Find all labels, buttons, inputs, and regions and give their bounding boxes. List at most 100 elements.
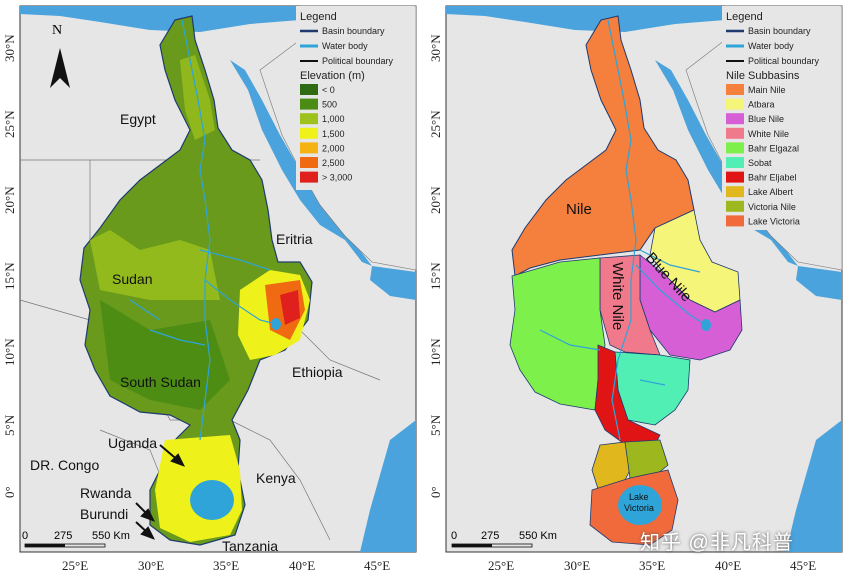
subbasin-swatch-list: Main Nile Atbara Blue Nile White Nile Bahr E… (726, 84, 800, 227)
left-scale-275: 275 (54, 530, 72, 542)
right-lat-25: 25°N (428, 110, 443, 138)
elevation-class-label: > 3,000 (322, 173, 352, 183)
red-sea (230, 60, 372, 266)
elev-low-plain (100, 300, 230, 410)
elevation-class-label: < 0 (322, 85, 335, 95)
right-lat-30: 30°N (428, 34, 443, 62)
red-sea-right (655, 60, 798, 266)
right-scale-550: 550 Km (519, 530, 557, 542)
right-lat-axis: 30°N 25°N 20°N 15°N 10°N 5°N 0° (428, 34, 443, 498)
subbasin-label: Atbara (748, 100, 775, 110)
label-burundi: Burundi (80, 506, 128, 522)
label-dr-congo: DR. Congo (30, 457, 99, 473)
left-lon-30: 30°E (138, 558, 164, 573)
right-lat-20: 20°N (428, 186, 443, 214)
subbasin-label: Bahr Elgazal (748, 143, 799, 153)
subbasin-legend-title: Nile Subbasins (726, 70, 800, 82)
indian-ocean-right (786, 420, 842, 552)
right-legend-political-boundary: Political boundary (748, 56, 820, 66)
elevation-class-swatch (300, 98, 318, 110)
elevation-class-swatch (300, 157, 318, 168)
right-lon-35: 35°E (639, 558, 665, 573)
label-nile: Nile (566, 201, 592, 218)
right-legend-water-body: Water body (748, 41, 794, 51)
pointer-arrows (135, 444, 186, 540)
subbasin-main-nile (511, 15, 695, 277)
subbasin-label: Lake Victoria (748, 216, 800, 226)
right-lon-axis: 25°E 30°E 35°E 40°E 45°E (488, 558, 816, 573)
right-scale-bar: 0 275 550 Km (451, 530, 557, 548)
elevation-class-swatch (300, 142, 318, 154)
subbasin-label: Bahr Eljabel (748, 173, 797, 183)
left-legend-water-body: Water body (322, 41, 368, 51)
subbasin-label: Victoria Nile (748, 202, 796, 212)
label-egypt: Egypt (120, 111, 156, 127)
left-legend-title: Legend (300, 11, 337, 23)
left-lon-25: 25°E (62, 558, 88, 573)
left-legend: Legend Basin boundary Water body Politic… (296, 6, 414, 190)
label-lake-victoria: Lake Victoria (624, 492, 654, 513)
subbasin-swatch (726, 171, 744, 183)
gulf-of-aden (370, 266, 416, 300)
lake-victoria-right (618, 485, 662, 525)
elev-ethiopian-summit (280, 290, 300, 325)
right-legend-title: Legend (726, 11, 763, 23)
left-lat-0: 0° (2, 486, 17, 498)
label-ethiopia: Ethiopia (292, 364, 343, 380)
left-lat-5: 5°N (2, 414, 17, 436)
left-legend-political-boundary: Political boundary (322, 56, 394, 66)
elevation-class-label: 2,000 (322, 143, 345, 153)
left-lon-35: 35°E (213, 558, 239, 573)
left-lat-axis: 30°N 25°N 20°N 15°N 10°N 5°N 0° (2, 34, 17, 498)
left-lat-20: 20°N (2, 186, 17, 214)
watermark-text: 知乎 @非凡科普 (640, 532, 794, 554)
subbasin-swatch (726, 127, 744, 139)
right-lat-10: 10°N (428, 338, 443, 366)
right-lat-0: 0° (428, 486, 443, 498)
left-lon-40: 40°E (289, 558, 315, 573)
elevation-class-swatch (300, 171, 318, 183)
river-network-left (129, 19, 277, 441)
indian-ocean (360, 420, 416, 552)
left-lon-axis: 25°E 30°E 35°E 40°E 45°E (62, 558, 390, 573)
subbasin-swatch (726, 142, 744, 154)
right-legend: Legend Basin boundary Water body Politic… (722, 6, 840, 230)
label-tanzania: Tanzania (222, 538, 278, 554)
left-scale-0: 0 (22, 530, 28, 542)
label-eritrea: Eritria (276, 231, 313, 247)
label-sudan: Sudan (112, 271, 152, 287)
elevation-class-swatch (300, 113, 318, 125)
left-country-labels: Egypt Sudan South Sudan Eritria Ethiopia… (30, 111, 343, 554)
elevation-class-label: 1,000 (322, 114, 345, 124)
subbasin-label: White Nile (748, 129, 789, 139)
label-rwanda: Rwanda (80, 485, 132, 501)
elevation-class-label: 2,500 (322, 158, 345, 168)
elevation-legend-title: Elevation (m) (300, 70, 365, 82)
mediterranean-sea (20, 6, 300, 32)
subbasin-label: Lake Albert (748, 187, 794, 197)
subbasin-swatch (726, 157, 744, 168)
subbasin-swatch (726, 98, 744, 110)
subbasin-label: Blue Nile (748, 114, 784, 124)
subbasin-swatch (726, 200, 744, 212)
north-arrow: N (50, 23, 70, 88)
right-lon-45: 45°E (790, 558, 816, 573)
elevation-class-swatch (300, 127, 318, 139)
elevation-class-label: 500 (322, 100, 337, 110)
left-lat-10: 10°N (2, 338, 17, 366)
right-lat-5: 5°N (428, 414, 443, 436)
subbasin-swatch (726, 186, 744, 198)
subbasin-label: Main Nile (748, 85, 786, 95)
label-south-sudan: South Sudan (120, 374, 201, 390)
right-lon-25: 25°E (488, 558, 514, 573)
lake-victoria-left (190, 480, 234, 520)
gulf-of-aden-right (796, 266, 842, 300)
elev-upper-plateau (90, 230, 220, 300)
subbasin-swatch (726, 113, 744, 125)
left-lon-45: 45°E (364, 558, 390, 573)
label-white-nile: White Nile (609, 262, 626, 330)
mediterranean-sea-right (446, 6, 725, 32)
label-kenya: Kenya (256, 470, 296, 486)
subbasin-swatch (726, 215, 744, 227)
